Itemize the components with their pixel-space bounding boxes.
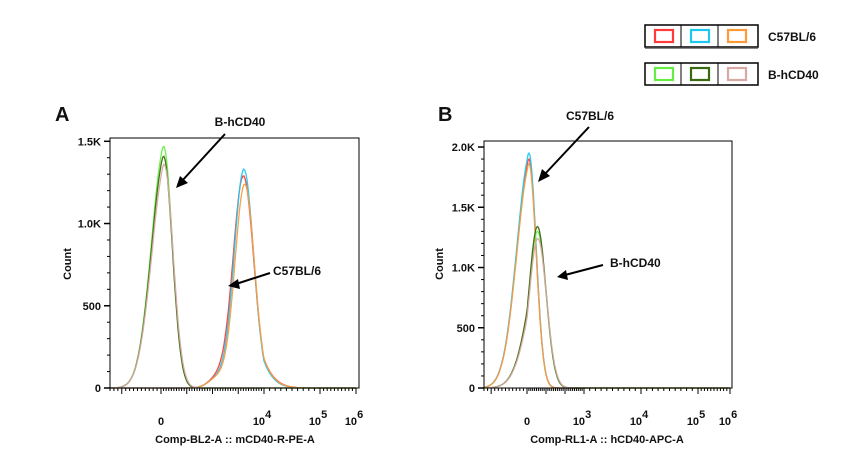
y-tick-label: 1.0K: [452, 263, 475, 275]
x-tick-label: 105: [687, 409, 705, 428]
legend-row-bhcd40: B-hCD40: [644, 62, 819, 86]
legend-label-bhcd40: B-hCD40: [768, 68, 819, 82]
plot-a-arrow-c57bl6: [228, 272, 271, 289]
legend-swatch: [653, 66, 675, 82]
y-tick-label: 0: [95, 383, 101, 395]
plot-b-frame: [483, 140, 733, 389]
legend-swatch: [689, 66, 711, 82]
y-tick-label: 2.0K: [452, 142, 475, 154]
plot-b-x-label: Comp-RL1-A :: hCD40-APC-A: [530, 434, 684, 446]
x-tick-label: 104: [630, 409, 649, 428]
x-tick-label: 0: [158, 416, 164, 428]
x-tick-label: 104: [253, 409, 272, 428]
y-tick-label: 500: [83, 301, 101, 313]
y-tick-label: 1.5K: [452, 202, 475, 214]
series-line-b-hcd40-dark-green: [484, 225, 730, 389]
plot-a-y-axis: 0 500 1.0K 1.5K: [78, 136, 110, 395]
plot-a-annotation-bhcd40: B-hCD40: [215, 115, 266, 129]
legend-box-bhcd40: [644, 62, 759, 86]
plot-b-x-axis: 0 103 104 105 106: [483, 388, 737, 428]
plot-b-annotation-c57bl6: C57BL/6: [566, 109, 614, 123]
panel-label-a: A: [55, 104, 69, 126]
panel-a: A 0 500 1.0K 1.5K 0 104 105 106 Count Comp-BL2…: [55, 104, 363, 446]
plot-a-x-label: Comp-BL2-A :: mCD40-R-PE-A: [155, 434, 315, 446]
legend-swatch: [726, 66, 748, 82]
y-tick-label: 1.0K: [78, 219, 101, 231]
x-tick-label: 103: [573, 409, 591, 428]
y-tick-label: 500: [457, 323, 475, 335]
series-line-c57bl-6-blue: [483, 151, 730, 389]
plot-a-y-label: Count: [62, 248, 74, 280]
y-tick-label: 1.5K: [78, 136, 101, 148]
legend-label-c57bl6: C57BL/6: [768, 30, 816, 44]
x-tick-label: 105: [309, 409, 327, 428]
plot-a-annotation-c57bl6: C57BL/6: [273, 264, 321, 278]
plot-a-frame: [109, 137, 360, 389]
legend-swatch: [653, 28, 675, 44]
series-line-b-hcd40-light-green: [484, 230, 730, 389]
plot-b-arrow-bhcd40: [557, 264, 604, 280]
panel-label-b: B: [438, 104, 452, 126]
panel-b: B 0 500 1.0K 1.5K 2.0K 0 103 104 105 106 Count C…: [434, 104, 737, 446]
x-tick-label: 106: [719, 409, 737, 428]
legend-row-c57bl6: C57BL/6: [644, 24, 816, 49]
legend-box-c57bl6: [644, 24, 759, 48]
y-tick-label: 0: [469, 383, 475, 395]
legend-swatch: [726, 28, 748, 44]
plot-b-arrow-c57bl6: [538, 126, 590, 182]
series-line-b-hcd40-pink: [484, 237, 730, 389]
plot-b-y-axis: 0 500 1.0K 1.5K 2.0K: [452, 142, 484, 395]
plot-b-y-label: Count: [434, 248, 446, 280]
plot-b-series: [483, 151, 730, 389]
x-tick-label: 0: [524, 416, 530, 428]
series-line-c57bl-6-orange: [483, 162, 730, 389]
x-tick-label: 106: [345, 409, 363, 428]
plot-a-arrow-bhcd40: [176, 133, 226, 188]
plot-b-annotation-bhcd40: B-hCD40: [610, 256, 661, 270]
legend: C57BL/6 B-hCD40: [644, 24, 819, 86]
series-line-c57bl-6-red: [483, 157, 730, 389]
legend-swatch: [689, 28, 711, 44]
plot-a-x-axis: 0 104 105 106: [109, 388, 363, 428]
